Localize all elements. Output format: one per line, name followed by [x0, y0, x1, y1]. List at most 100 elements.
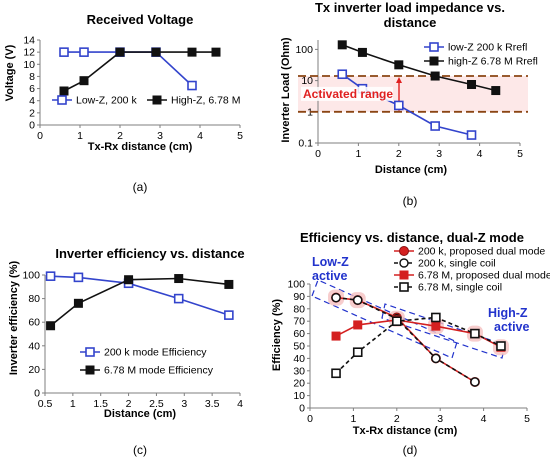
data-point: [467, 79, 477, 89]
data-point: [59, 47, 69, 57]
legend-label: High-Z, 6.78 M: [171, 95, 240, 107]
y-tick-label: 10: [293, 390, 305, 402]
data-point: [224, 279, 234, 289]
y-tick-label: 2: [29, 107, 35, 119]
y-tick-label: 0.1: [298, 138, 313, 150]
x-tick-label: 2: [117, 130, 123, 142]
panel-d-title: Efficiency vs. distance, dual-Z mode: [300, 230, 524, 245]
panel-a-title: Received Voltage: [87, 12, 194, 27]
high-z-active-label-line-1: High-Z: [488, 306, 528, 320]
data-point: [393, 100, 404, 111]
data-point: [174, 274, 184, 284]
legend-label: 6.78 M mode Efficiency: [104, 365, 214, 377]
high-z-active-label-line-2: active: [494, 320, 529, 334]
legend-marker: [429, 42, 439, 52]
y-tick-label: 80: [28, 293, 40, 305]
data-point: [211, 47, 221, 57]
x-tick-label: 5: [237, 130, 243, 142]
x-tick-label: 3: [181, 398, 187, 410]
data-point: [331, 292, 341, 303]
y-tick-label: 8: [29, 71, 35, 83]
x-tick-label: 1: [350, 413, 356, 425]
legend-label: 200 k mode Efficiency: [104, 347, 207, 359]
data-point: [491, 86, 501, 96]
panel-b-title-line-2: distance: [384, 15, 437, 30]
data-point: [431, 321, 441, 331]
panel-d-y-axis-label: Efficiency (%): [271, 299, 283, 371]
data-point: [394, 60, 404, 70]
y-tick-label: 30: [293, 365, 305, 377]
legend-marker: [399, 246, 409, 256]
x-tick-label: 1: [355, 148, 361, 160]
y-tick-label: 40: [28, 340, 40, 352]
y-tick-label: 60: [28, 317, 40, 329]
x-tick-label: 4: [477, 148, 483, 160]
x-tick-label: 2: [394, 413, 400, 425]
x-tick-label: 3: [437, 413, 443, 425]
data-point: [73, 272, 84, 283]
legend-label: 6.78 M, proposed dual mode: [418, 270, 550, 282]
x-tick-label: 2.5: [149, 398, 164, 410]
x-tick-label: 0: [315, 148, 321, 160]
legend-marker: [85, 347, 95, 357]
data-point: [46, 321, 56, 331]
data-point: [331, 368, 341, 379]
data-point: [430, 71, 440, 81]
x-tick-label: 3: [157, 130, 163, 142]
activated-range-arrow-head: [396, 77, 402, 84]
y-tick-label: 20: [28, 364, 40, 376]
y-tick-label: 40: [293, 353, 305, 365]
y-tick-label: 100: [295, 44, 313, 56]
data-point: [224, 310, 234, 320]
panel-b-y-axis-label: Inverter Load (Ohm): [280, 37, 292, 142]
legend-marker: [399, 270, 409, 280]
legend-label: 200 k, proposed dual mode: [418, 246, 545, 258]
data-point: [59, 86, 69, 96]
data-point: [79, 76, 89, 86]
x-tick-label: 3: [436, 148, 442, 160]
legend-marker: [399, 258, 409, 268]
legend-label: Low-Z, 200 k: [76, 95, 137, 107]
data-point: [79, 47, 89, 57]
data-point: [45, 271, 56, 281]
legend-label: low-Z 200 k Rrefl: [448, 42, 527, 54]
legend-marker: [152, 95, 162, 105]
panel-a-caption: (a): [133, 180, 148, 194]
panel-a-y-axis-label: Voltage (V): [4, 44, 16, 101]
panel-c: Inverter efficiency vs. distance Inverte…: [8, 246, 245, 457]
legend-marker: [399, 282, 409, 292]
x-tick-label: 3.5: [205, 398, 220, 410]
data-point: [466, 130, 477, 140]
data-point: [337, 40, 347, 50]
data-point: [430, 121, 440, 131]
y-tick-label: 90: [293, 291, 305, 303]
activated-range-label: Activated range: [303, 87, 393, 101]
data-point: [331, 331, 341, 341]
y-tick-label: 100: [22, 270, 40, 282]
y-tick-label: 10: [301, 75, 313, 87]
series-line: [335, 296, 476, 383]
panel-d: Efficiency vs. distance, dual-Z mode Eff…: [271, 230, 550, 457]
data-point: [353, 295, 363, 305]
x-tick-label: 2: [126, 398, 132, 410]
panel-a: Received Voltage Voltage (V) Tx-Rx dista…: [4, 12, 243, 194]
data-point: [470, 377, 480, 387]
data-point: [124, 275, 134, 285]
data-point: [187, 47, 197, 57]
data-point: [73, 298, 83, 308]
y-tick-label: 4: [29, 95, 35, 107]
data-point: [431, 312, 441, 323]
y-tick-label: 0: [34, 388, 40, 400]
y-tick-label: 100: [287, 279, 305, 291]
x-tick-label: 1.5: [93, 398, 108, 410]
legend-marker: [85, 365, 95, 375]
low-z-active-label-line-2: active: [312, 269, 347, 283]
panel-b-x-axis-label: Distance (cm): [375, 164, 447, 176]
x-tick-label: 0: [37, 130, 43, 142]
legend-label: 6.78 M, single coil: [418, 282, 502, 294]
data-point: [151, 47, 161, 57]
